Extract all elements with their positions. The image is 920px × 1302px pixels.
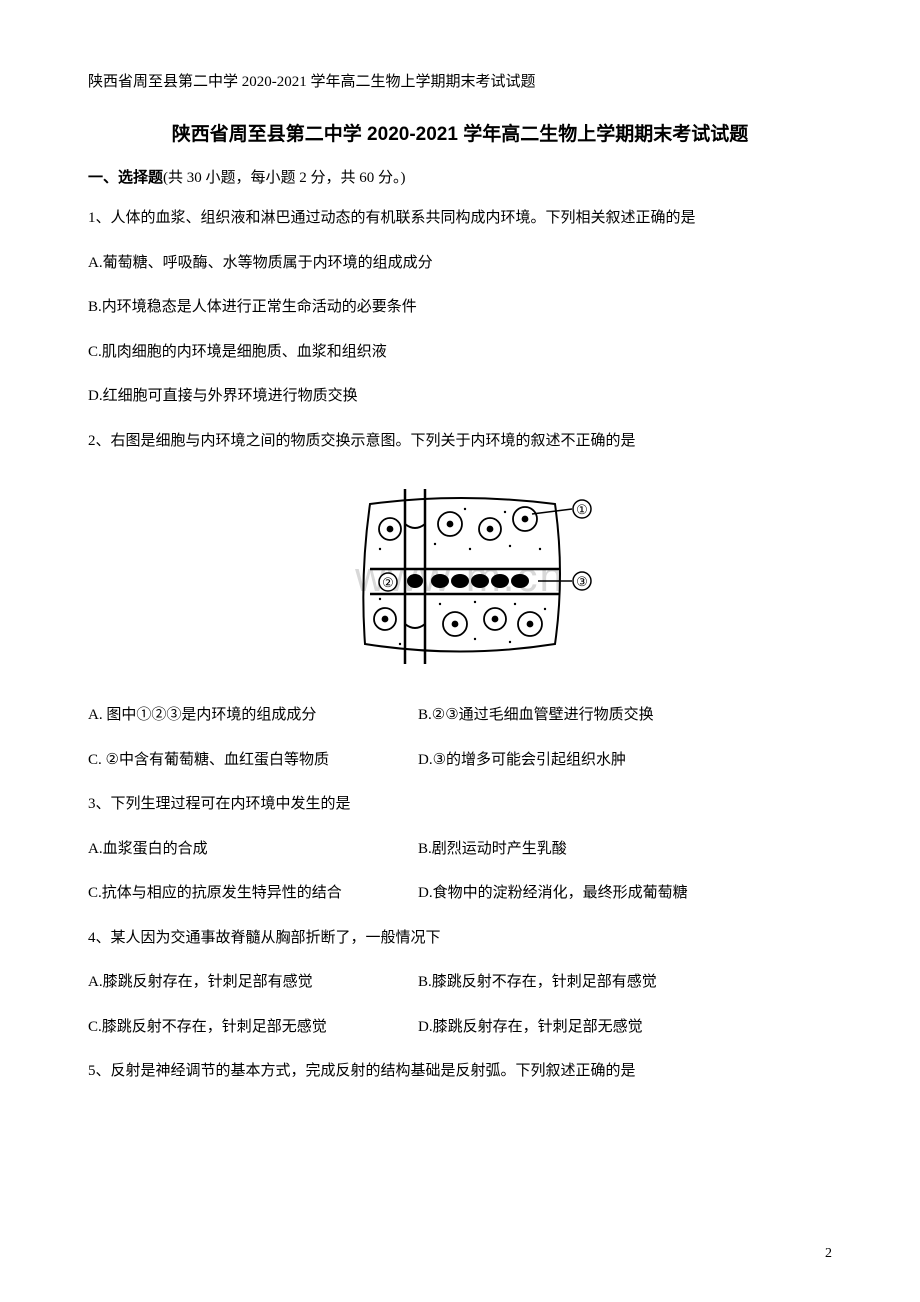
- q4-option-b: B.膝跳反射不存在，针刺足部有感觉: [418, 971, 832, 994]
- figure-label-2: ②: [382, 575, 394, 590]
- q4-row-ab: A.膝跳反射存在，针刺足部有感觉 B.膝跳反射不存在，针刺足部有感觉: [88, 971, 832, 994]
- q3-stem: 3、下列生理过程可在内环境中发生的是: [88, 793, 832, 816]
- q2-figure: www m.cn: [88, 474, 832, 679]
- q2-option-c: C. ②中含有葡萄糖、血红蛋白等物质: [88, 749, 418, 772]
- q4-option-d: D.膝跳反射存在，针刺足部无感觉: [418, 1016, 832, 1039]
- q2-stem: 2、右图是细胞与内环境之间的物质交换示意图。下列关于内环境的叙述不正确的是: [88, 430, 832, 453]
- section-detail: (共 30 小题，每小题 2 分，共 60 分。): [163, 170, 406, 186]
- q2-row-cd: C. ②中含有葡萄糖、血红蛋白等物质 D.③的增多可能会引起组织水肿: [88, 749, 832, 772]
- q3-row-ab: A.血浆蛋白的合成 B.剧烈运动时产生乳酸: [88, 838, 832, 861]
- q3-option-c: C.抗体与相应的抗原发生特异性的结合: [88, 882, 418, 905]
- running-header: 陕西省周至县第二中学 2020-2021 学年高二生物上学期期末考试试题: [88, 70, 832, 91]
- cell-diagram-svg: ① ② ③: [310, 474, 610, 674]
- figure-label-3: ③: [576, 574, 588, 589]
- q4-row-cd: C.膝跳反射不存在，针刺足部无感觉 D.膝跳反射存在，针刺足部无感觉: [88, 1016, 832, 1039]
- q3-option-a: A.血浆蛋白的合成: [88, 838, 418, 861]
- q1-option-c: C.肌肉细胞的内环境是细胞质、血浆和组织液: [88, 341, 832, 364]
- q3-option-b: B.剧烈运动时产生乳酸: [418, 838, 832, 861]
- q2-row-ab: A. 图中①②③是内环境的组成成分 B.②③通过毛细血管壁进行物质交换: [88, 704, 832, 727]
- q5-stem: 5、反射是神经调节的基本方式，完成反射的结构基础是反射弧。下列叙述正确的是: [88, 1060, 832, 1083]
- q1-option-a: A.葡萄糖、呼吸酶、水等物质属于内环境的组成成分: [88, 252, 832, 275]
- q1-stem: 1、人体的血浆、组织液和淋巴通过动态的有机联系共同构成内环境。下列相关叙述正确的…: [88, 207, 832, 230]
- q4-stem: 4、某人因为交通事故脊髓从胸部折断了，一般情况下: [88, 927, 832, 950]
- page-number: 2: [825, 1246, 832, 1262]
- figure-label-1: ①: [576, 502, 588, 517]
- q1-option-b: B.内环境稳态是人体进行正常生命活动的必要条件: [88, 296, 832, 319]
- q4-option-a: A.膝跳反射存在，针刺足部有感觉: [88, 971, 418, 994]
- q3-option-d: D.食物中的淀粉经消化，最终形成葡萄糖: [418, 882, 832, 905]
- q1-option-d: D.红细胞可直接与外界环境进行物质交换: [88, 385, 832, 408]
- section-label: 一、选择题: [88, 170, 163, 186]
- section-header: 一、选择题(共 30 小题，每小题 2 分，共 60 分。): [88, 166, 832, 187]
- q2-option-b: B.②③通过毛细血管壁进行物质交换: [418, 704, 832, 727]
- q2-option-d: D.③的增多可能会引起组织水肿: [418, 749, 832, 772]
- q3-row-cd: C.抗体与相应的抗原发生特异性的结合 D.食物中的淀粉经消化，最终形成葡萄糖: [88, 882, 832, 905]
- document-title: 陕西省周至县第二中学 2020-2021 学年高二生物上学期期末考试试题: [88, 119, 832, 146]
- q4-option-c: C.膝跳反射不存在，针刺足部无感觉: [88, 1016, 418, 1039]
- q2-option-a: A. 图中①②③是内环境的组成成分: [88, 704, 418, 727]
